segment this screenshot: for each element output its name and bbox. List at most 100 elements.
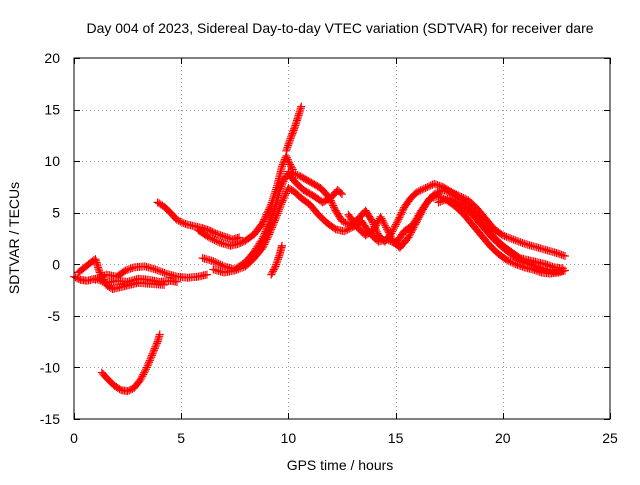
data-point xyxy=(377,214,386,223)
data-point xyxy=(393,216,402,225)
data-point xyxy=(285,136,294,145)
data-point xyxy=(206,234,215,243)
data-point xyxy=(396,211,405,220)
data-point xyxy=(413,216,422,225)
data-point xyxy=(368,216,377,225)
data-point xyxy=(421,183,430,192)
data-point xyxy=(552,248,561,257)
data-point xyxy=(405,231,414,240)
data-point xyxy=(265,228,274,237)
data-point xyxy=(416,210,425,219)
data-point xyxy=(414,213,423,222)
axes: 0 5 10 15 20 25 -15 -10 -5 0 5 10 15 20 xyxy=(40,50,618,446)
data-point xyxy=(265,230,274,239)
data-point xyxy=(338,190,346,199)
data-point xyxy=(423,183,432,192)
x-tick-label: 20 xyxy=(495,430,511,446)
data-point xyxy=(382,223,391,232)
data-point xyxy=(286,168,295,177)
data-point xyxy=(413,215,422,224)
data-point xyxy=(277,198,286,207)
data-point xyxy=(434,198,443,207)
data-point xyxy=(407,226,416,235)
data-point xyxy=(336,188,345,197)
data-point xyxy=(152,341,161,350)
data-point xyxy=(284,141,293,150)
data-point xyxy=(141,365,150,374)
data-point xyxy=(273,209,282,218)
x-tick-label: 0 xyxy=(70,430,78,446)
data-point xyxy=(148,349,157,358)
data-point xyxy=(527,260,536,269)
data-point xyxy=(557,250,566,259)
data-point xyxy=(277,180,286,189)
data-point xyxy=(297,102,306,111)
data-point xyxy=(291,170,300,179)
data-point xyxy=(138,372,147,381)
data-point xyxy=(516,238,525,247)
data-point xyxy=(414,187,423,196)
data-point xyxy=(435,187,444,196)
data-point xyxy=(262,235,271,244)
data-point xyxy=(179,219,188,228)
data-point xyxy=(283,155,292,164)
data-point xyxy=(518,238,527,247)
data-point xyxy=(511,260,520,269)
data-point xyxy=(341,218,350,227)
data-point xyxy=(560,252,569,261)
data-point xyxy=(211,258,220,267)
data-point xyxy=(234,265,243,274)
data-point xyxy=(214,230,223,239)
data-point xyxy=(266,226,275,235)
data-point xyxy=(236,264,245,273)
y-tick-label: -5 xyxy=(48,308,61,324)
data-point xyxy=(208,235,217,244)
data-point xyxy=(121,266,130,275)
data-point xyxy=(267,223,276,232)
y-axis-label: SDTVAR / TECUs xyxy=(6,182,22,294)
x-axis-label: GPS time / hours xyxy=(287,457,394,473)
data-point xyxy=(272,213,281,222)
data-point xyxy=(555,250,564,259)
y-tick-label: 10 xyxy=(44,153,60,169)
data-point xyxy=(205,233,214,242)
data-point xyxy=(390,222,399,231)
data-point xyxy=(503,256,512,265)
x-tick-label: 15 xyxy=(388,430,404,446)
data-point xyxy=(383,226,392,235)
data-point xyxy=(404,233,413,242)
data-point xyxy=(278,196,287,205)
data-point xyxy=(325,193,334,202)
data-point xyxy=(411,220,420,229)
data-point xyxy=(390,224,399,233)
data-point xyxy=(156,267,165,276)
data-point xyxy=(406,230,415,239)
data-point xyxy=(525,260,534,269)
data-point xyxy=(95,274,104,283)
data-point xyxy=(258,243,267,252)
data-point xyxy=(407,228,416,237)
data-point xyxy=(286,160,295,169)
data-point xyxy=(277,241,286,250)
data-point xyxy=(273,255,282,264)
data-point xyxy=(277,162,286,171)
data-point xyxy=(371,223,380,232)
data-point xyxy=(394,215,403,224)
data-point xyxy=(153,266,162,275)
data-point xyxy=(128,263,137,272)
data-point xyxy=(172,215,181,224)
data-point xyxy=(282,145,291,154)
data-point xyxy=(286,162,295,171)
data-point xyxy=(272,211,281,220)
data-point xyxy=(202,270,211,279)
data-point xyxy=(158,268,167,277)
data-point xyxy=(559,251,568,260)
data-point xyxy=(96,273,105,282)
data-point xyxy=(178,218,187,227)
data-point xyxy=(391,220,400,229)
data-point xyxy=(142,363,151,372)
data-point xyxy=(289,169,298,178)
data-point xyxy=(426,181,435,190)
data-point xyxy=(263,208,272,217)
